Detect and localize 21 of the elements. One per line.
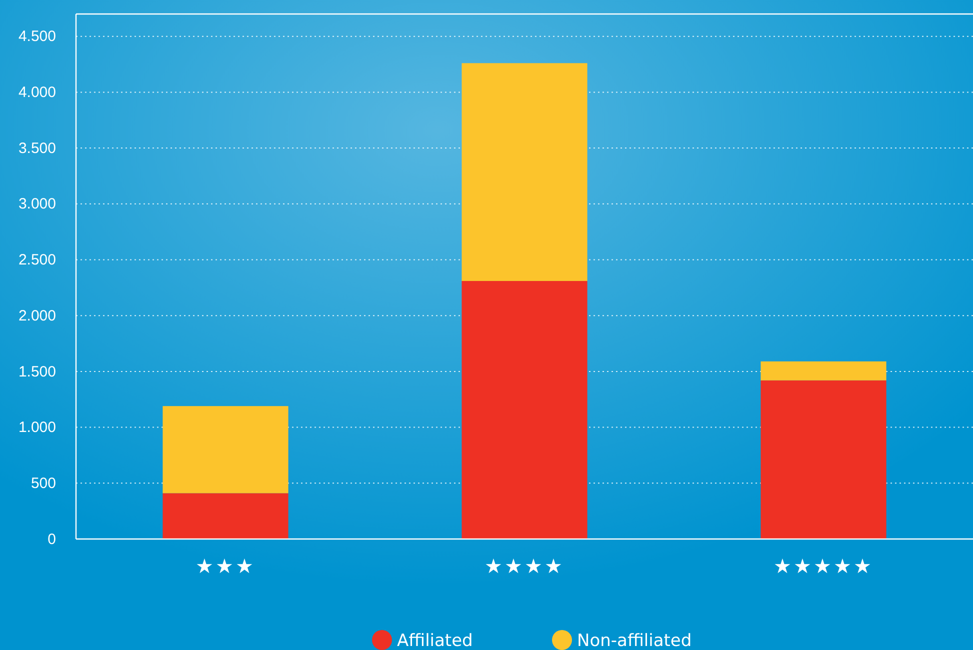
y-tick-label: 2.500 <box>18 252 56 269</box>
y-tick-label: 1.500 <box>18 363 56 380</box>
legend-label: Non-affiliated <box>577 631 692 650</box>
bar <box>760 361 886 380</box>
bar <box>760 380 886 539</box>
y-tick-label: 3.500 <box>18 140 56 157</box>
y-tick-label: 2.000 <box>18 307 56 324</box>
y-tick-label: 4.500 <box>18 28 56 46</box>
y-tick-label: 500 <box>30 474 56 492</box>
y-tick-label: 4.000 <box>18 84 56 101</box>
y-tick-label: 3.000 <box>18 196 56 213</box>
y-tick-label: 1.000 <box>18 419 56 436</box>
y-tick-label: 0 <box>48 530 56 548</box>
x-tick-label: ★★★★★ <box>774 556 874 578</box>
bar <box>162 406 288 494</box>
bar <box>462 280 588 539</box>
bar <box>462 63 588 281</box>
bar <box>162 493 288 539</box>
x-tick-label: ★★★ <box>196 556 256 578</box>
x-tick-label: ★★★★ <box>484 556 564 578</box>
legend-label: Affiliated <box>397 631 473 650</box>
